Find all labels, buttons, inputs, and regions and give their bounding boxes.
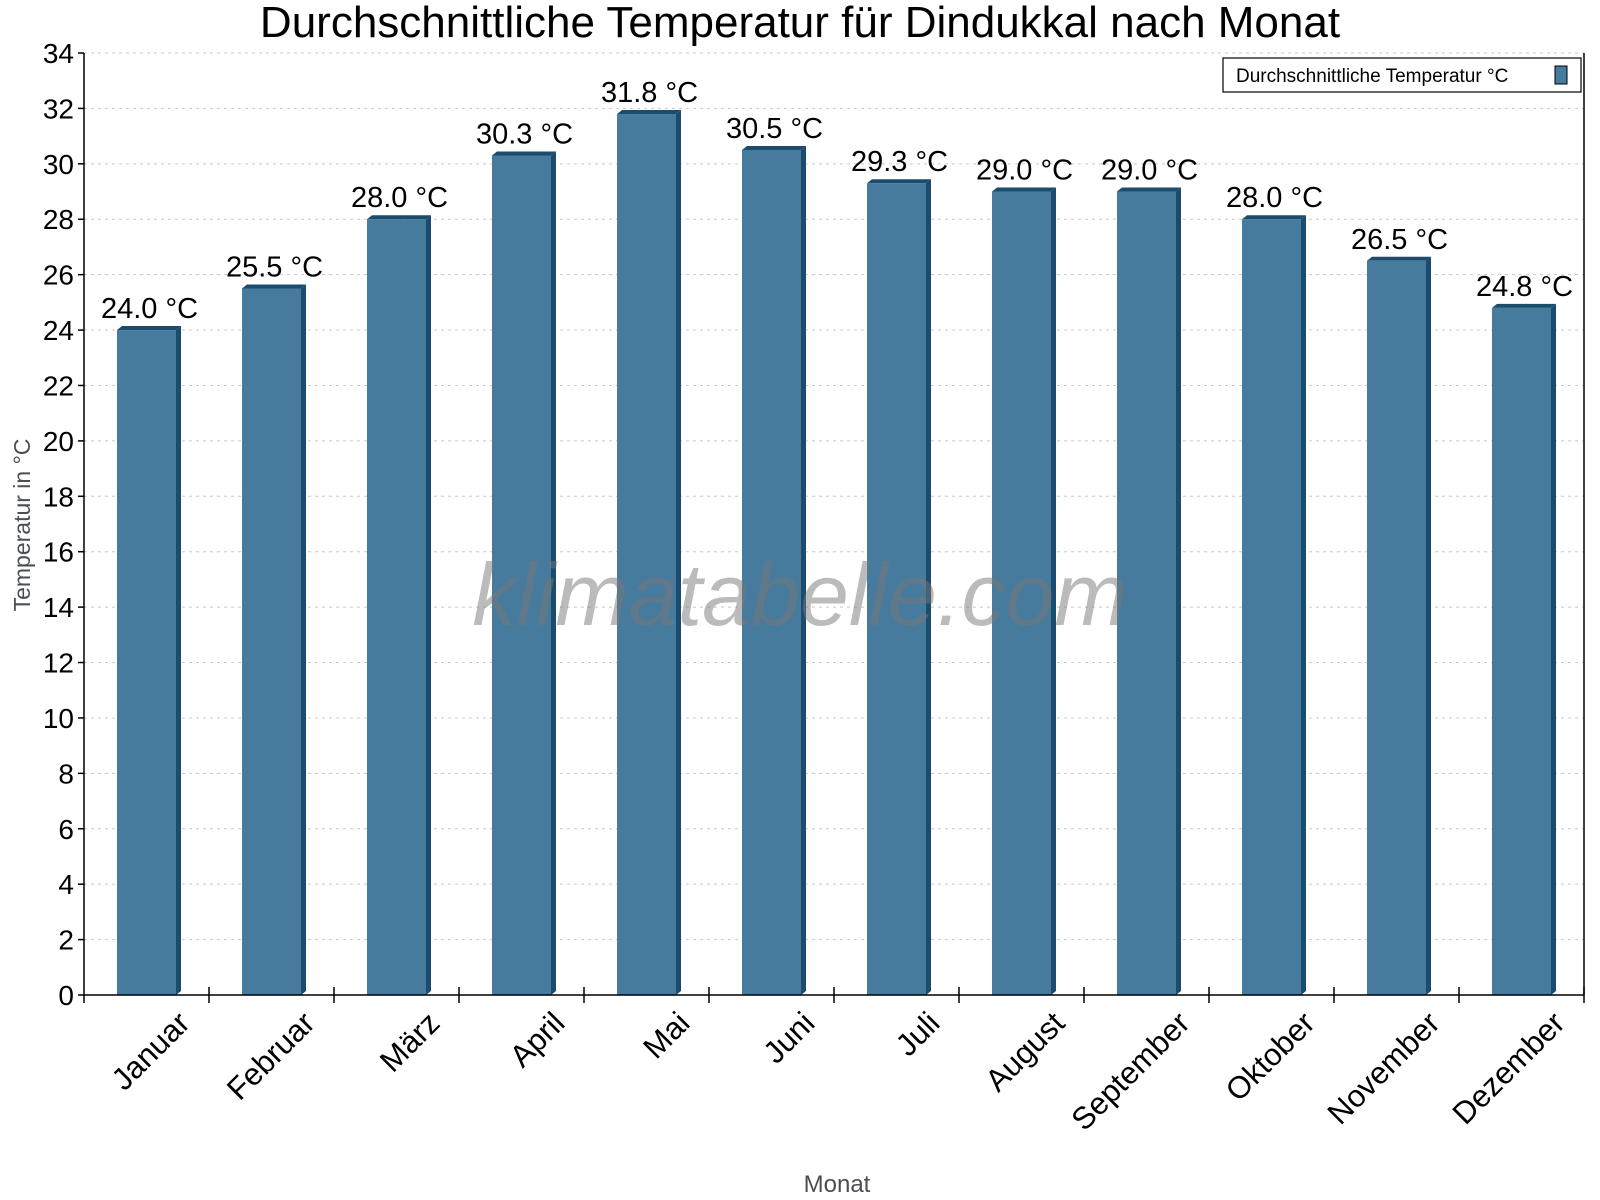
x-tick-label: Februar	[220, 1005, 322, 1107]
bar	[992, 191, 1051, 995]
y-tick-label: 26	[43, 260, 74, 291]
legend-swatch	[1554, 65, 1568, 85]
x-axis-ticks: Januar Februar März April Mai Juni Juli AugustS…	[83, 987, 1585, 1137]
bars: 24.0 °C 25.5 °C 28.0 °C 30.3 °C 31.8 °C 30.5 …	[101, 77, 1573, 995]
y-tick-label: 4	[58, 869, 74, 900]
bar-side	[926, 179, 931, 995]
data-label: 31.8 °C	[601, 77, 698, 109]
data-label: 24.8 °C	[1476, 271, 1573, 303]
legend-box	[1222, 57, 1582, 93]
chart-title: Durchschnittliche Temperatur für Dindukk…	[260, 0, 1340, 47]
x-tick-label: September	[1064, 1005, 1196, 1137]
y-tick-label: 16	[43, 537, 74, 568]
data-label: 24.0 °C	[101, 293, 198, 325]
bar-side	[676, 109, 681, 995]
x-tick-label: November	[1321, 1005, 1447, 1131]
data-label: 25.5 °C	[226, 252, 323, 284]
x-tick-label: April	[503, 1005, 572, 1074]
y-tick-label: 0	[58, 980, 74, 1011]
bar	[1242, 219, 1301, 995]
bar	[1117, 191, 1176, 995]
bar-top	[1492, 303, 1556, 308]
bar	[742, 149, 801, 995]
x-tick-label: Oktober	[1219, 1005, 1322, 1108]
bar-top	[1242, 215, 1306, 220]
data-label: 28.0 °C	[1226, 182, 1323, 214]
x-tick-label: Dezember	[1446, 1005, 1572, 1131]
bar-side	[801, 145, 806, 995]
bar-side	[1176, 187, 1181, 995]
data-label: 30.5 °C	[726, 113, 823, 145]
bar-top	[1367, 256, 1431, 261]
y-tick-label: 18	[43, 481, 74, 512]
y-tick-label: 6	[58, 814, 74, 845]
x-tick-label: Mai	[636, 1005, 696, 1065]
y-tick-label: 22	[43, 370, 74, 401]
data-label: 29.3 °C	[851, 146, 948, 178]
legend: Durchschnittliche Temperatur °C	[1222, 57, 1582, 93]
bar	[492, 155, 551, 995]
bar-top	[367, 215, 431, 220]
x-tick-label: Januar	[105, 1005, 197, 1097]
x-tick-label: August	[978, 1005, 1071, 1098]
x-tick-label: Juli	[889, 1005, 947, 1063]
y-tick-label: 12	[43, 648, 74, 679]
y-tick-label: 20	[43, 426, 74, 457]
data-label: 29.0 °C	[976, 155, 1073, 187]
bar-side	[1426, 256, 1431, 995]
bar-top	[867, 179, 931, 184]
x-tick-label: Juni	[756, 1005, 821, 1070]
bar-top	[242, 284, 306, 289]
x-tick-label: März	[373, 1005, 446, 1078]
bar-side	[551, 151, 556, 995]
bar	[367, 219, 426, 995]
data-label: 30.3 °C	[476, 119, 573, 151]
y-tick-label: 14	[43, 592, 74, 623]
y-tick-label: 8	[58, 758, 74, 789]
y-tick-label: 10	[43, 703, 74, 734]
bar-top	[617, 109, 681, 114]
watermark: klimatabelle.com	[472, 545, 1127, 644]
bar-top	[992, 187, 1056, 192]
bar-top	[1117, 187, 1181, 192]
y-tick-label: 32	[43, 93, 74, 124]
y-tick-label: 24	[43, 315, 74, 346]
bar-side	[1551, 303, 1556, 995]
data-label: 29.0 °C	[1101, 155, 1198, 187]
bar	[117, 330, 176, 995]
bar-side	[1051, 187, 1056, 995]
x-axis-label: Monat	[804, 1171, 871, 1198]
y-tick-label: 34	[43, 38, 74, 69]
y-tick-label: 28	[43, 204, 74, 235]
y-tick-label: 30	[43, 149, 74, 180]
bar-top	[492, 151, 556, 156]
bar-side	[1301, 215, 1306, 995]
y-axis-label: Temperatur in °C	[9, 439, 35, 612]
bar-top	[117, 326, 181, 331]
bar-side	[176, 326, 181, 995]
bar	[1367, 260, 1426, 995]
gridlines	[84, 52, 1584, 941]
bar	[242, 288, 301, 995]
bar	[1492, 307, 1551, 995]
bar-top	[742, 145, 806, 150]
y-tick-label: 2	[58, 925, 74, 956]
bar-side	[301, 284, 306, 995]
data-label: 28.0 °C	[351, 182, 448, 214]
axes	[83, 53, 1585, 996]
bar	[617, 113, 676, 995]
bar-side	[426, 215, 431, 995]
legend-label: Durchschnittliche Temperatur °C	[1236, 66, 1508, 87]
data-label: 26.5 °C	[1351, 224, 1448, 256]
bar	[867, 183, 926, 995]
